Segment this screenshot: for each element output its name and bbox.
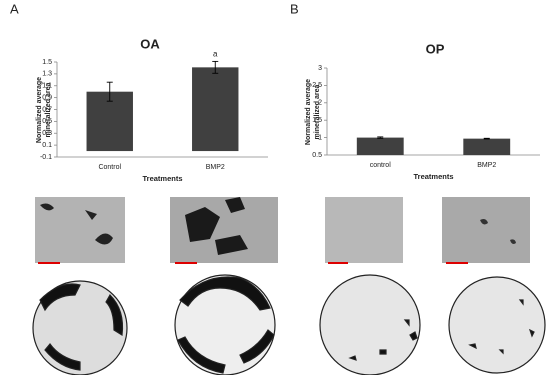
x-tick-label: Control — [98, 164, 121, 171]
x-tick-label: BMP2 — [206, 164, 225, 171]
chart-title: OP — [426, 41, 445, 56]
y-tick-label: 1.5 — [312, 117, 322, 124]
panel-label: A — [10, 1, 19, 16]
y-tick-label: 3 — [318, 65, 322, 72]
y-tick-label: 0.7 — [42, 106, 52, 113]
y-tick-label: 0.1 — [42, 142, 52, 149]
y-tick-label: 1.3 — [42, 71, 52, 78]
x-axis-label: Treatments — [413, 172, 453, 181]
well-images — [32, 274, 546, 375]
bar — [192, 67, 239, 152]
x-axis-label: Treatments — [142, 174, 182, 183]
y-tick-label: 1.5 — [42, 59, 52, 66]
y-axis-label: Normalized average mineralized area — [36, 76, 52, 144]
chart-title: OA — [140, 36, 160, 51]
y-tick-label: 1 — [318, 134, 322, 141]
y-tick-label: 0.3 — [42, 130, 52, 137]
bar — [356, 137, 404, 155]
y-tick-label: 0.5 — [312, 152, 322, 159]
bar — [463, 138, 511, 155]
y-tick-label: 2.5 — [312, 82, 322, 89]
panel-label: B — [290, 1, 299, 16]
x-tick-label: BMP2 — [477, 162, 496, 169]
y-tick-label: 2 — [318, 100, 322, 107]
micrographs — [35, 197, 530, 264]
y-tick-label: 1.1 — [42, 83, 52, 90]
y-tick-label: 0.5 — [42, 118, 52, 125]
y-axis-label: Normalized average mineralized area — [305, 78, 321, 146]
annotation: a — [213, 50, 218, 59]
y-tick-label: 0.9 — [42, 94, 52, 101]
x-tick-label: control — [370, 162, 391, 169]
y-tick-label: -0.1 — [40, 154, 52, 161]
